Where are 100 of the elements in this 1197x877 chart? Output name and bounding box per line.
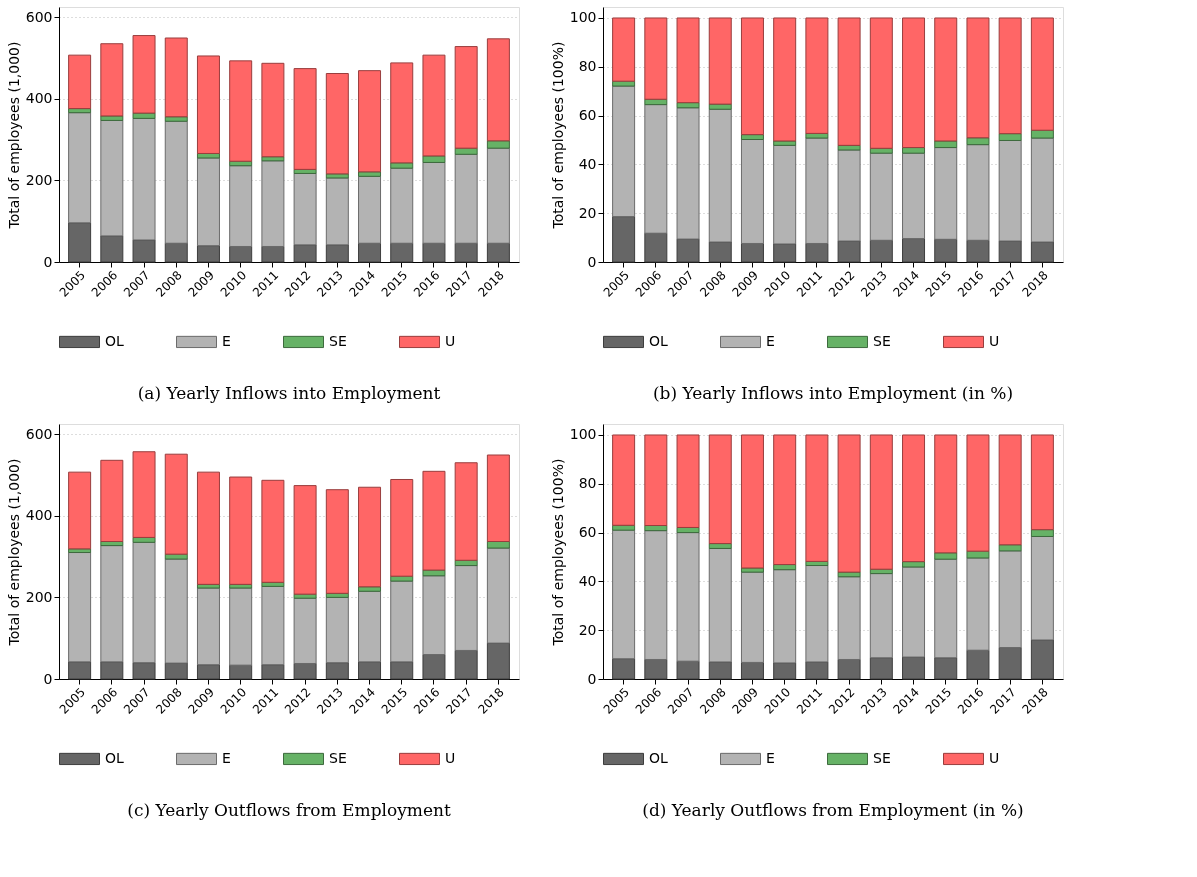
bar <box>934 552 958 560</box>
bar <box>966 550 990 559</box>
bar <box>486 38 510 142</box>
bar <box>293 485 317 595</box>
bar <box>196 471 220 585</box>
bar <box>422 54 446 157</box>
legend-label: OL <box>649 749 669 766</box>
bar <box>998 17 1022 135</box>
bar <box>708 434 732 545</box>
bar <box>454 462 478 561</box>
bar <box>100 43 124 117</box>
y-tick-label: 400 <box>25 507 53 524</box>
bar <box>358 171 382 177</box>
bar <box>358 486 382 588</box>
legend-label: OL <box>105 749 125 766</box>
bar <box>805 434 829 562</box>
bar <box>612 434 636 526</box>
text: (b) Yearly Inflows into Employment (in %) <box>652 383 1014 403</box>
y-tick-label: 80 <box>578 58 597 75</box>
y-tick-label: 600 <box>25 8 53 25</box>
legend-label: E <box>222 749 231 766</box>
y-axis-title: Total of employees (100%) <box>549 458 566 647</box>
y-tick-label: 100 <box>569 426 597 443</box>
bar <box>837 434 861 573</box>
bar <box>261 62 285 158</box>
bar <box>229 476 253 585</box>
y-tick-label: 60 <box>578 107 597 124</box>
bar <box>966 137 990 146</box>
y-tick-label: 20 <box>578 621 597 638</box>
y-tick-label: 200 <box>25 588 53 605</box>
bar <box>966 434 990 552</box>
y-tick-label: 60 <box>578 524 597 541</box>
bar <box>805 17 829 134</box>
legend-label: SE <box>329 332 347 349</box>
y-tick-label: 0 <box>43 253 53 270</box>
y-tick-label: 100 <box>569 9 597 26</box>
bar <box>902 561 926 568</box>
bar <box>902 17 926 149</box>
y-tick-label: 200 <box>25 171 53 188</box>
bar <box>164 453 188 555</box>
legend-label: U <box>445 749 456 766</box>
bar <box>164 37 188 118</box>
text: (d) Yearly Outflows from Employment (in %) <box>642 800 1024 820</box>
legend-label: E <box>222 332 231 349</box>
bar <box>100 459 124 542</box>
legend-label: SE <box>873 749 891 766</box>
bar <box>293 68 317 170</box>
bar <box>164 116 188 122</box>
bar <box>132 35 156 114</box>
bar <box>612 17 636 82</box>
legend-label: E <box>766 332 775 349</box>
bar <box>1030 129 1054 139</box>
bar <box>869 434 893 570</box>
y-tick-label: 600 <box>25 425 53 442</box>
bar <box>390 478 414 577</box>
y-axis-title: Total of employees (1,000) <box>5 41 22 230</box>
bar <box>196 55 220 154</box>
bar <box>68 54 92 110</box>
bar <box>773 17 797 142</box>
bar <box>358 586 382 592</box>
bar <box>837 17 861 146</box>
bar <box>486 454 510 542</box>
legend-label: E <box>766 749 775 766</box>
bar <box>261 479 285 583</box>
y-tick-label: 40 <box>578 572 597 589</box>
bar <box>486 140 510 149</box>
bar <box>644 17 668 100</box>
y-tick-label: 40 <box>578 155 597 172</box>
bar <box>325 489 349 594</box>
bar <box>805 132 829 139</box>
bar <box>454 46 478 149</box>
legend-label: OL <box>649 332 669 349</box>
bar <box>676 17 700 104</box>
bar <box>1030 17 1054 131</box>
legend-label: SE <box>873 332 891 349</box>
bar <box>358 70 382 173</box>
bar <box>998 544 1022 552</box>
bar <box>869 17 893 149</box>
bar <box>902 434 926 563</box>
bar <box>998 133 1022 141</box>
bar <box>422 470 446 571</box>
bar <box>390 62 414 164</box>
bar <box>325 73 349 175</box>
bar <box>68 471 92 550</box>
bar <box>740 434 764 569</box>
bar <box>229 60 253 162</box>
legend-label: OL <box>105 332 125 349</box>
text: (c) Yearly Outflows from Employment <box>127 800 451 820</box>
y-tick-label: 0 <box>587 253 597 270</box>
bar <box>644 434 668 527</box>
bar <box>966 17 990 139</box>
y-tick-label: 0 <box>43 670 53 687</box>
y-tick-label: 80 <box>578 475 597 492</box>
bar <box>196 152 220 159</box>
y-tick-label: 20 <box>578 204 597 221</box>
bar <box>676 434 700 528</box>
legend-label: U <box>989 749 1000 766</box>
bar <box>934 434 958 554</box>
legend-label: U <box>989 332 1000 349</box>
bar <box>486 541 510 549</box>
